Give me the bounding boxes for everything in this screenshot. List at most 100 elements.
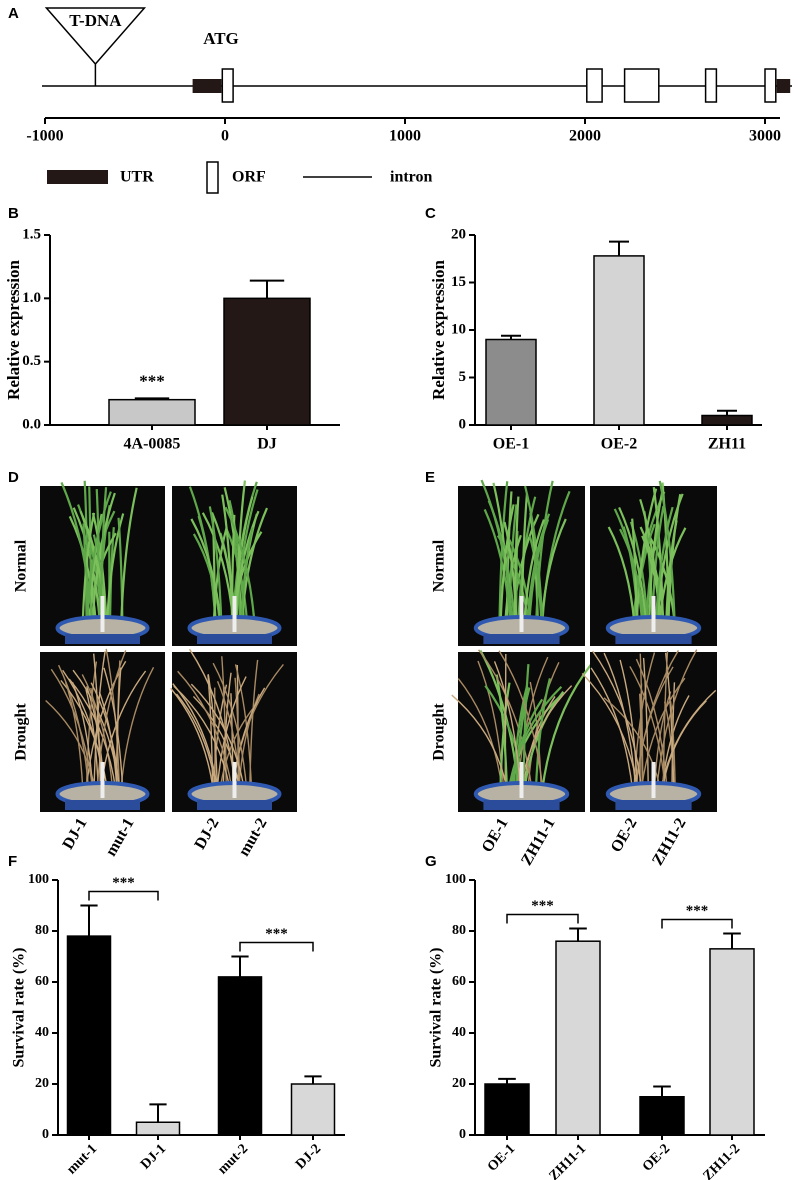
x-tick-label: OE-1 [485, 1141, 518, 1174]
plant-leaf [478, 649, 533, 791]
photo-label: DJ-1 [59, 815, 90, 852]
plant-leaf [192, 695, 241, 791]
legend-label: UTR [120, 169, 154, 186]
y-tick-label: 15 [451, 274, 466, 290]
legend-label: intron [390, 169, 432, 186]
x-tick-label: 0 [221, 128, 229, 145]
y-axis-label: Relative expression [429, 259, 448, 399]
x-tick-label: 3000 [749, 128, 781, 145]
plant-leaf [173, 685, 231, 791]
plant-leaf [619, 659, 639, 791]
bar [66, 935, 112, 1136]
plant-leaf [507, 685, 563, 791]
x-tick-label: ZH11-1 [547, 1141, 590, 1180]
plant-leaf [81, 674, 114, 791]
panel-letter: A [8, 5, 19, 22]
y-tick-label: 20 [451, 226, 466, 242]
plant-leaf [224, 506, 256, 625]
x-tick-label: OE-2 [640, 1141, 673, 1174]
y-tick-label: 10 [451, 321, 466, 337]
row-label: Drought [431, 703, 448, 761]
bar [135, 1121, 181, 1136]
panel-letter: F [8, 853, 17, 870]
plant-leaf [216, 676, 247, 791]
plant-leaf [120, 666, 155, 791]
plant-leaf [618, 506, 647, 625]
plant-leaf [523, 691, 565, 791]
plant-leaf [483, 508, 512, 625]
pot-base [615, 800, 692, 810]
tdna-label: T-DNA [69, 11, 122, 30]
annotation: *** [139, 371, 165, 390]
error-bar [498, 1077, 516, 1084]
y-axis-label: Survival rate (%) [11, 948, 28, 1068]
plant-leaf [581, 672, 639, 791]
plant-leaf [96, 650, 127, 791]
bar [223, 297, 311, 426]
y-tick-label: 100 [28, 872, 49, 887]
y-tick-label: 100 [445, 872, 466, 887]
photo-label: mut-2 [235, 815, 270, 859]
label-stick [232, 762, 237, 798]
plant-leaf [115, 667, 122, 791]
plant-leaf [120, 487, 138, 625]
plant-leaf [105, 513, 125, 625]
plant-leaf [522, 664, 530, 791]
y-tick-label: 5 [459, 369, 467, 385]
plant-leaf [619, 528, 646, 625]
y-tick-label: 0 [459, 416, 467, 432]
plant-leaf [91, 492, 116, 625]
error-bar [501, 334, 521, 340]
plant-leaf [190, 518, 222, 625]
y-tick-label: 60 [35, 974, 49, 989]
plant-leaf [477, 660, 505, 791]
x-tick-label: DJ-1 [138, 1141, 169, 1172]
plant-leaf [50, 668, 94, 791]
error-bar [723, 932, 741, 949]
photo-label: ZH11-2 [649, 815, 690, 868]
photo-label: mut-1 [102, 815, 137, 859]
y-tick-label: 0.0 [22, 416, 41, 432]
error-bar [80, 904, 98, 937]
plant-leaf [528, 535, 543, 625]
x-tick-label: mut-2 [215, 1141, 251, 1177]
significance-bracket [661, 918, 733, 929]
bar [639, 1096, 685, 1136]
bar [484, 1083, 530, 1136]
photo-label: OE-2 [608, 815, 641, 855]
row-label: Normal [431, 539, 448, 592]
panel-letter: D [8, 469, 19, 486]
y-tick-label: 80 [35, 923, 49, 938]
error-bar [653, 1085, 671, 1097]
bar [108, 398, 196, 426]
plant-leaf [90, 682, 121, 791]
photo-label: OE-1 [479, 815, 512, 855]
significance-label: *** [531, 898, 554, 914]
plant-leaf [642, 657, 649, 791]
orf-box [623, 68, 660, 103]
x-tick-label: DJ-2 [293, 1141, 324, 1172]
pot-base [65, 800, 140, 810]
atg-label: ATG [203, 29, 239, 48]
panel-letter: B [8, 205, 19, 222]
y-axis-label: Survival rate (%) [428, 948, 445, 1068]
significance-label: *** [112, 875, 135, 891]
plant-leaf [658, 480, 676, 625]
plant-leaf [592, 650, 643, 791]
label-stick [100, 596, 105, 632]
bar [593, 255, 645, 426]
plant-leaf [95, 488, 101, 625]
plant-leaf [603, 697, 662, 791]
x-tick-label: ZH11 [708, 436, 746, 453]
orf-box [764, 68, 777, 103]
plant-leaf [514, 687, 531, 791]
plant-leaf [645, 529, 660, 625]
plant-leaf [656, 649, 698, 791]
plant-leaf [451, 694, 508, 791]
error-bar [717, 409, 737, 416]
plant-leaf [208, 506, 223, 625]
pot-base [483, 800, 560, 810]
y-tick-label: 0 [42, 1127, 49, 1142]
error-bar [249, 279, 285, 299]
